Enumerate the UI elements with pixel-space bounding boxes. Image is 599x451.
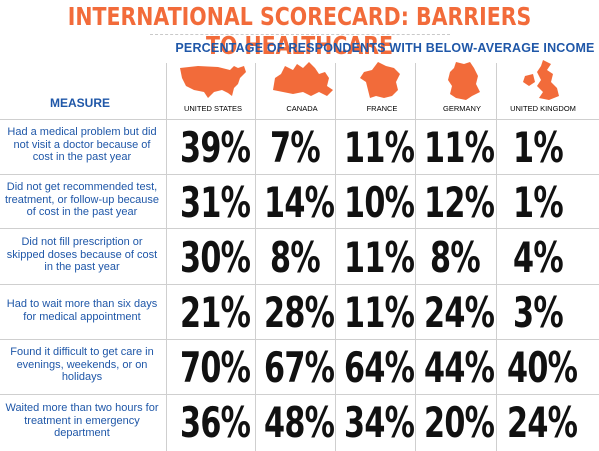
- value-cell: 39%: [180, 123, 251, 172]
- value-cell: 67%: [264, 343, 335, 392]
- value-cell: 24%: [507, 398, 578, 447]
- column-label: FRANCE: [366, 104, 398, 113]
- value-cell: 11%: [424, 123, 495, 172]
- value-cell: 11%: [344, 123, 415, 172]
- value-cell: 4%: [513, 233, 564, 282]
- measure-label: Did not get recommended test, treatment,…: [4, 181, 160, 218]
- uk-map-icon: [523, 60, 559, 100]
- grid-hline: [0, 284, 599, 285]
- canada-map-icon: [273, 62, 333, 96]
- grid-vline: [166, 63, 167, 451]
- measure-label: Found it difficult to get care in evenin…: [10, 346, 154, 383]
- value-cell: 1%: [513, 178, 564, 227]
- value-cell: 10%: [344, 178, 415, 227]
- value-cell: 28%: [264, 288, 335, 337]
- column-label: GERMANY: [443, 104, 481, 113]
- grid-vline: [496, 63, 497, 451]
- column-label: UNITED STATES: [183, 104, 243, 113]
- value-cell: 24%: [424, 288, 495, 337]
- grid-hline: [0, 394, 599, 395]
- grid-vline: [415, 63, 416, 451]
- column-header-canada: CANADA: [259, 60, 345, 120]
- value-cell: 1%: [513, 123, 564, 172]
- value-cell: 11%: [344, 233, 415, 282]
- measure-label: Waited more than two hours for treatment…: [5, 402, 159, 439]
- title-divider: [150, 34, 450, 35]
- measure-label: Did not fill prescription or skipped dos…: [6, 236, 158, 273]
- value-cell: 34%: [344, 398, 415, 447]
- grid-vline: [335, 63, 336, 451]
- grid-vline: [255, 63, 256, 451]
- value-cell: 30%: [180, 233, 251, 282]
- measure-column-header: MEASURE: [49, 96, 110, 110]
- measure-label: Had to wait more than six days for medic…: [6, 298, 158, 323]
- value-cell: 8%: [270, 233, 321, 282]
- value-cell: 21%: [180, 288, 251, 337]
- value-cell: 3%: [513, 288, 564, 337]
- value-cell: 8%: [430, 233, 481, 282]
- chart-subtitle: PERCENTAGE OF RESPONDENTS WITH BELOW-AVE…: [175, 41, 595, 55]
- column-label: CANADA: [286, 104, 318, 113]
- column-header-france: FRANCE: [339, 60, 425, 120]
- value-cell: 31%: [180, 178, 251, 227]
- grid-hline: [0, 339, 599, 340]
- grid-hline: [0, 119, 599, 120]
- column-header-united-states: UNITED STATES: [170, 60, 256, 120]
- value-cell: 64%: [344, 343, 415, 392]
- value-cell: 12%: [424, 178, 495, 227]
- column-header-united-kingdom: UNITED KINGDOM: [500, 60, 586, 120]
- value-cell: 70%: [180, 343, 251, 392]
- value-cell: 48%: [264, 398, 335, 447]
- france-map-icon: [360, 62, 400, 98]
- value-cell: 20%: [424, 398, 495, 447]
- grid-hline: [0, 174, 599, 175]
- value-cell: 7%: [270, 123, 321, 172]
- column-label: UNITED KINGDOM: [510, 104, 576, 113]
- usa-map-icon: [180, 66, 246, 98]
- value-cell: 44%: [424, 343, 495, 392]
- grid-hline: [0, 228, 599, 229]
- measure-label: Had a medical problem but did not visit …: [7, 126, 157, 163]
- column-header-germany: GERMANY: [419, 60, 505, 120]
- germany-map-icon: [448, 62, 480, 100]
- value-cell: 40%: [507, 343, 578, 392]
- value-cell: 36%: [180, 398, 251, 447]
- value-cell: 11%: [344, 288, 415, 337]
- chart-title: INTERNATIONAL SCORECARD: BARRIERS TO HEA…: [67, 2, 532, 60]
- value-cell: 14%: [264, 178, 335, 227]
